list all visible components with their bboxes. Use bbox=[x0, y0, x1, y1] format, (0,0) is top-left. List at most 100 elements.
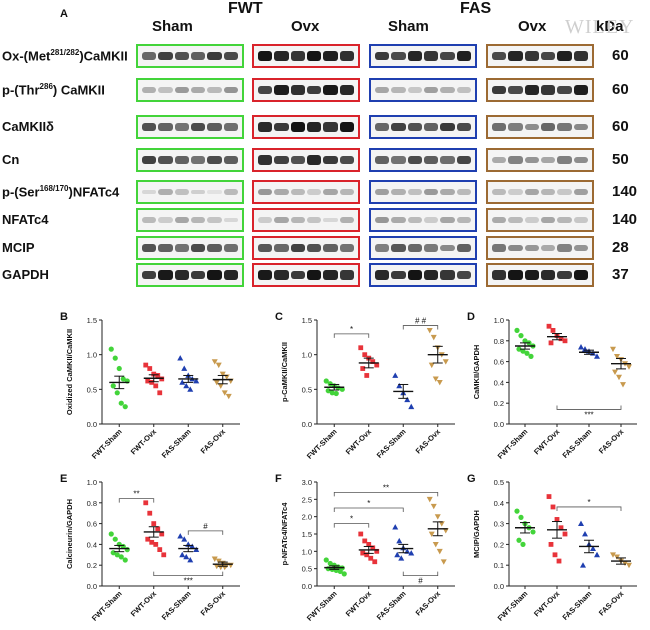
blot-band bbox=[524, 188, 539, 196]
blot-band bbox=[174, 216, 189, 224]
blot-box bbox=[369, 263, 477, 287]
data-point bbox=[432, 376, 439, 382]
blot-band bbox=[258, 155, 273, 165]
y-tick-label: 0.0 bbox=[87, 582, 97, 591]
blot-band bbox=[174, 270, 189, 280]
blot-band bbox=[407, 270, 422, 280]
subgroup-label-fas-ovx: Ovx bbox=[518, 18, 547, 35]
wiley-watermark: WILEY bbox=[565, 16, 635, 38]
blot-band bbox=[290, 122, 305, 132]
data-point bbox=[213, 380, 220, 386]
blot-band bbox=[375, 123, 390, 131]
blot-band bbox=[290, 243, 305, 253]
data-point bbox=[219, 371, 226, 378]
blot-box bbox=[369, 208, 477, 232]
blot-band bbox=[541, 156, 556, 164]
blot-label-text: CaMKIIδ bbox=[2, 119, 54, 134]
data-point bbox=[554, 517, 560, 522]
data-point bbox=[331, 562, 337, 568]
data-point bbox=[143, 362, 149, 368]
blot-band bbox=[508, 189, 523, 195]
blot-band bbox=[524, 85, 539, 95]
blot-band bbox=[541, 245, 556, 251]
data-point bbox=[110, 383, 116, 389]
blot-band bbox=[142, 270, 157, 280]
y-tick-label: 0.0 bbox=[302, 582, 312, 591]
data-point bbox=[430, 503, 437, 510]
blot-band bbox=[557, 51, 572, 61]
data-point bbox=[594, 551, 600, 558]
x-tick-label: FWT-Sham bbox=[496, 589, 530, 623]
blot-label-suffix: )CaMKII bbox=[79, 48, 128, 64]
blot-band bbox=[223, 51, 238, 61]
data-point bbox=[181, 365, 188, 371]
blot-band bbox=[339, 51, 354, 61]
blot-band bbox=[290, 217, 305, 223]
data-point bbox=[372, 559, 378, 565]
blot-band bbox=[191, 243, 206, 253]
blot-band bbox=[391, 243, 406, 253]
blot-band bbox=[142, 189, 157, 195]
y-tick-label: 0.8 bbox=[494, 337, 504, 346]
blot-band bbox=[207, 51, 222, 61]
data-point bbox=[550, 328, 556, 333]
blot-band bbox=[440, 87, 455, 93]
data-point bbox=[118, 554, 124, 560]
data-point bbox=[108, 346, 114, 352]
blot-band bbox=[174, 86, 189, 94]
subgroup-label-fas-sham: Sham bbox=[388, 18, 429, 35]
blot-band bbox=[391, 217, 406, 223]
x-tick-label: FWT-Ovx bbox=[129, 426, 159, 456]
data-point bbox=[436, 380, 443, 386]
y-tick-label: 1.0 bbox=[87, 351, 97, 360]
data-point bbox=[428, 531, 435, 537]
blot-row-label: MCIP bbox=[2, 240, 35, 255]
y-tick-label: 0.6 bbox=[87, 520, 97, 529]
significance-bracket bbox=[333, 491, 439, 497]
blot-box bbox=[136, 236, 244, 260]
blot-box bbox=[369, 78, 477, 102]
blot-band bbox=[456, 122, 471, 132]
blot-box bbox=[369, 236, 477, 260]
blot-band bbox=[508, 51, 523, 61]
y-axis-label: p-CaMKII/CaMKII bbox=[280, 342, 289, 402]
blot-band bbox=[290, 189, 305, 195]
data-point bbox=[426, 496, 433, 503]
blot-box bbox=[136, 115, 244, 139]
blot-band bbox=[492, 189, 507, 195]
blot-band bbox=[407, 244, 422, 252]
blot-band bbox=[258, 188, 273, 196]
y-tick-label: 1.0 bbox=[494, 316, 504, 325]
blot-row-label: p-(Ser168/170)NFATc4 bbox=[2, 184, 119, 199]
significance-bracket bbox=[333, 523, 370, 528]
blot-band bbox=[142, 122, 157, 132]
blot-band bbox=[424, 188, 439, 196]
data-point bbox=[179, 379, 186, 385]
y-tick-label: 1.0 bbox=[302, 547, 312, 556]
panel-letter: G bbox=[467, 473, 476, 485]
blot-band bbox=[323, 244, 338, 252]
blot-band bbox=[258, 243, 273, 253]
blot-band bbox=[456, 51, 471, 61]
data-point bbox=[622, 560, 628, 567]
blot-band bbox=[524, 51, 539, 61]
data-point bbox=[225, 393, 232, 400]
data-point bbox=[358, 345, 364, 351]
data-point bbox=[211, 556, 218, 562]
data-point bbox=[145, 378, 151, 384]
kda-header: kDa bbox=[596, 18, 624, 35]
blot-band bbox=[158, 270, 173, 280]
y-tick-label: 0.5 bbox=[302, 385, 312, 394]
data-point bbox=[578, 520, 584, 526]
blot-band bbox=[207, 122, 222, 132]
blot-box bbox=[136, 208, 244, 232]
significance-bracket bbox=[187, 530, 224, 535]
blot-band bbox=[339, 122, 354, 132]
significance-label: ** bbox=[383, 483, 389, 492]
x-tick-label: FWT-Ovx bbox=[344, 426, 374, 456]
blot-band bbox=[307, 243, 322, 253]
y-tick-label: 0.0 bbox=[302, 420, 312, 429]
data-point bbox=[157, 547, 163, 552]
blot-band bbox=[323, 51, 338, 61]
data-point bbox=[392, 372, 399, 378]
